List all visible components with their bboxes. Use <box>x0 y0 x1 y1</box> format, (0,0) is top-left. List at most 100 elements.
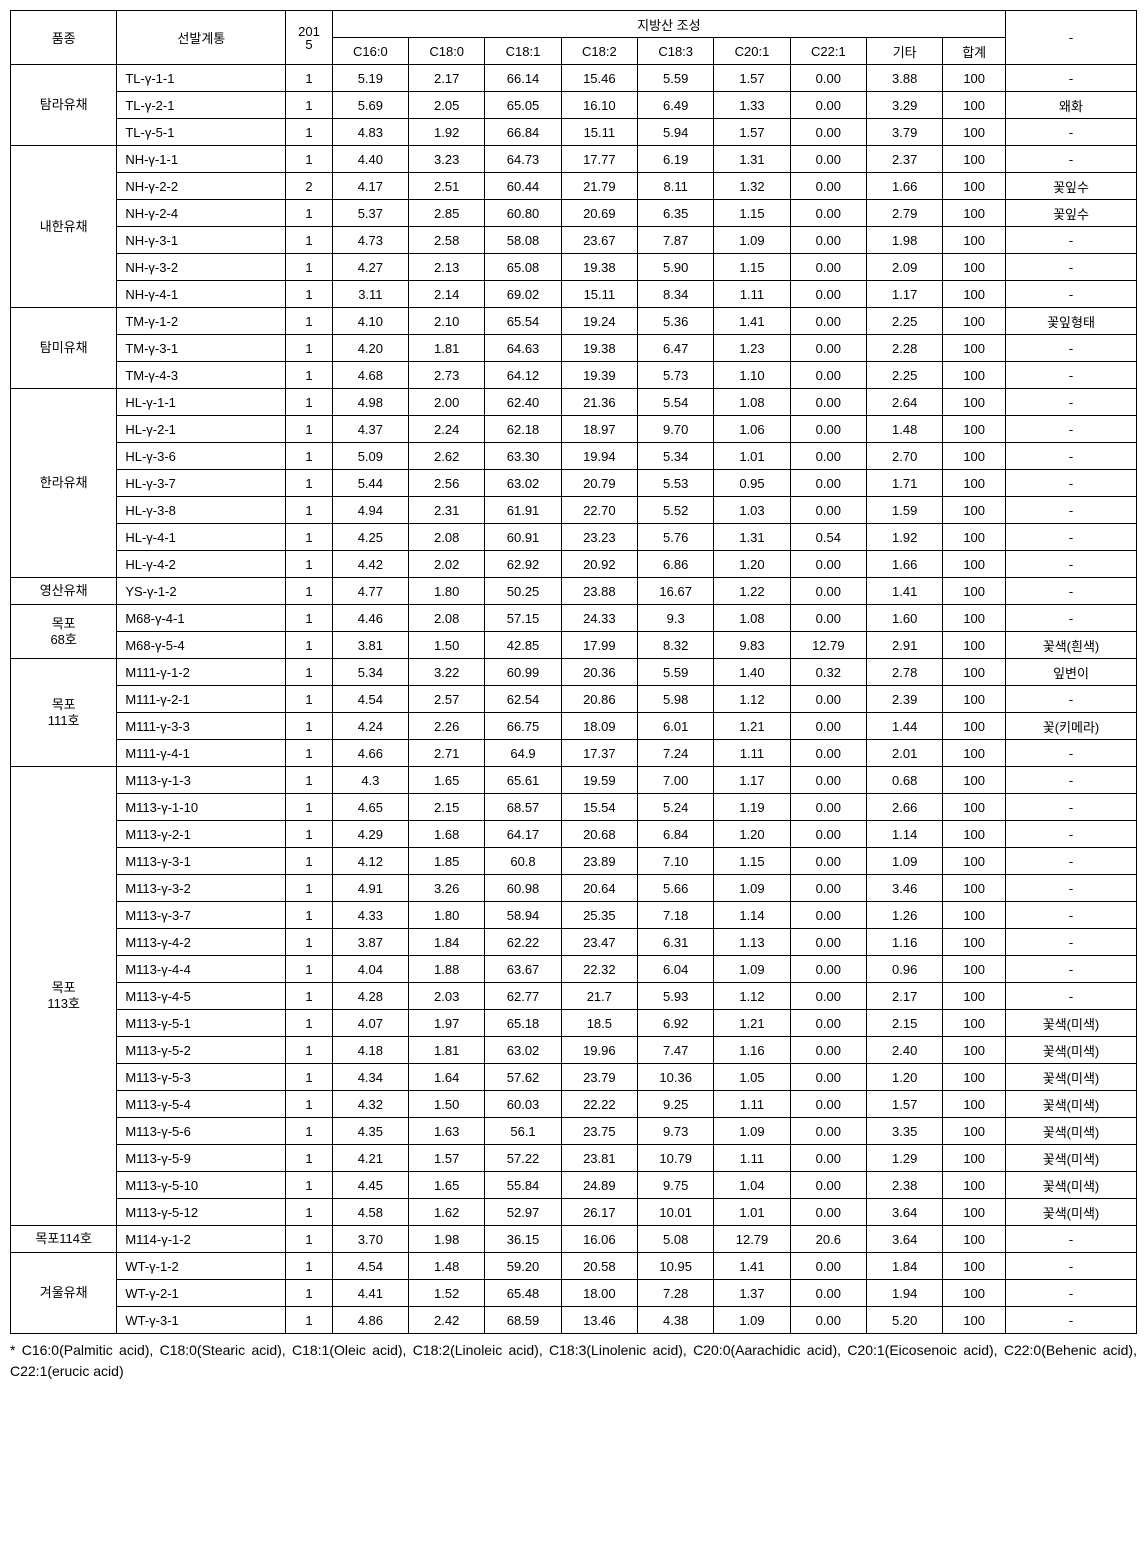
year-cell: 1 <box>286 308 332 335</box>
table-row: M113-γ-5-414.321.5060.0322.229.251.110.0… <box>11 1091 1137 1118</box>
value-cell: 1.09 <box>714 875 790 902</box>
note-cell: - <box>1006 551 1137 578</box>
value-cell: 59.20 <box>485 1253 561 1280</box>
hdr-fatty-3: C18:2 <box>561 38 637 65</box>
value-cell: 5.37 <box>332 200 408 227</box>
value-cell: 4.68 <box>332 362 408 389</box>
value-cell: 0.00 <box>790 443 866 470</box>
value-cell: 57.15 <box>485 605 561 632</box>
value-cell: 0.00 <box>790 1118 866 1145</box>
value-cell: 1.04 <box>714 1172 790 1199</box>
value-cell: 65.08 <box>485 254 561 281</box>
hdr-year: 2015 <box>286 11 332 65</box>
line-cell: TM-γ-3-1 <box>117 335 286 362</box>
value-cell: 0.00 <box>790 551 866 578</box>
value-cell: 6.01 <box>638 713 714 740</box>
table-row: NH-γ-2-224.172.5160.4421.798.111.320.001… <box>11 173 1137 200</box>
year-cell: 1 <box>286 254 332 281</box>
table-row: HL-γ-3-715.442.5663.0220.795.530.950.001… <box>11 470 1137 497</box>
hdr-line: 선발계통 <box>117 11 286 65</box>
footnote: * C16:0(Palmitic acid), C18:0(Stearic ac… <box>10 1340 1137 1382</box>
value-cell: 63.30 <box>485 443 561 470</box>
value-cell: 6.47 <box>638 335 714 362</box>
value-cell: 2.66 <box>867 794 943 821</box>
table-row: TM-γ-4-314.682.7364.1219.395.731.100.002… <box>11 362 1137 389</box>
value-cell: 5.54 <box>638 389 714 416</box>
line-cell: HL-γ-1-1 <box>117 389 286 416</box>
note-cell: - <box>1006 227 1137 254</box>
year-cell: 1 <box>286 605 332 632</box>
value-cell: 0.00 <box>790 578 866 605</box>
year-cell: 2 <box>286 173 332 200</box>
value-cell: 16.67 <box>638 578 714 605</box>
value-cell: 100 <box>943 929 1006 956</box>
value-cell: 63.02 <box>485 1037 561 1064</box>
value-cell: 26.17 <box>561 1199 637 1226</box>
value-cell: 0.68 <box>867 767 943 794</box>
value-cell: 4.17 <box>332 173 408 200</box>
note-cell: 꽃색(미색) <box>1006 1037 1137 1064</box>
value-cell: 0.00 <box>790 1172 866 1199</box>
value-cell: 2.13 <box>409 254 485 281</box>
value-cell: 57.22 <box>485 1145 561 1172</box>
note-cell: - <box>1006 1307 1137 1334</box>
value-cell: 4.65 <box>332 794 408 821</box>
value-cell: 100 <box>943 767 1006 794</box>
table-row: HL-γ-4-214.422.0262.9220.926.861.200.001… <box>11 551 1137 578</box>
value-cell: 16.10 <box>561 92 637 119</box>
value-cell: 1.14 <box>714 902 790 929</box>
note-cell: 꽃잎수 <box>1006 173 1137 200</box>
value-cell: 1.21 <box>714 713 790 740</box>
value-cell: 3.81 <box>332 632 408 659</box>
note-cell: - <box>1006 65 1137 92</box>
value-cell: 64.9 <box>485 740 561 767</box>
value-cell: 17.37 <box>561 740 637 767</box>
value-cell: 100 <box>943 416 1006 443</box>
line-cell: M113-γ-5-1 <box>117 1010 286 1037</box>
value-cell: 22.70 <box>561 497 637 524</box>
table-row: NH-γ-3-114.732.5858.0823.677.871.090.001… <box>11 227 1137 254</box>
value-cell: 66.84 <box>485 119 561 146</box>
note-cell: - <box>1006 146 1137 173</box>
note-cell: 꽃색(미색) <box>1006 1145 1137 1172</box>
value-cell: 100 <box>943 308 1006 335</box>
year-cell: 1 <box>286 146 332 173</box>
value-cell: 5.66 <box>638 875 714 902</box>
value-cell: 6.49 <box>638 92 714 119</box>
variety-cell: 목포114호 <box>11 1226 117 1253</box>
value-cell: 1.60 <box>867 605 943 632</box>
value-cell: 1.81 <box>409 335 485 362</box>
value-cell: 4.24 <box>332 713 408 740</box>
value-cell: 1.40 <box>714 659 790 686</box>
note-cell: 꽃색(미색) <box>1006 1064 1137 1091</box>
variety-cell: 겨울유채 <box>11 1253 117 1334</box>
value-cell: 5.93 <box>638 983 714 1010</box>
value-cell: 68.57 <box>485 794 561 821</box>
value-cell: 0.00 <box>790 956 866 983</box>
value-cell: 7.18 <box>638 902 714 929</box>
variety-cell: 한라유채 <box>11 389 117 578</box>
value-cell: 2.39 <box>867 686 943 713</box>
value-cell: 1.22 <box>714 578 790 605</box>
value-cell: 6.19 <box>638 146 714 173</box>
value-cell: 2.03 <box>409 983 485 1010</box>
value-cell: 2.10 <box>409 308 485 335</box>
value-cell: 0.00 <box>790 794 866 821</box>
value-cell: 5.24 <box>638 794 714 821</box>
value-cell: 1.57 <box>714 119 790 146</box>
value-cell: 100 <box>943 1118 1006 1145</box>
value-cell: 0.00 <box>790 1199 866 1226</box>
value-cell: 0.96 <box>867 956 943 983</box>
table-row: M111-γ-4-114.662.7164.917.377.241.110.00… <box>11 740 1137 767</box>
value-cell: 2.79 <box>867 200 943 227</box>
year-cell: 1 <box>286 119 332 146</box>
note-cell: - <box>1006 740 1137 767</box>
value-cell: 4.21 <box>332 1145 408 1172</box>
value-cell: 100 <box>943 497 1006 524</box>
value-cell: 1.98 <box>867 227 943 254</box>
table-row: TL-γ-5-114.831.9266.8415.115.941.570.003… <box>11 119 1137 146</box>
value-cell: 3.35 <box>867 1118 943 1145</box>
year-cell: 1 <box>286 1307 332 1334</box>
value-cell: 1.23 <box>714 335 790 362</box>
value-cell: 5.76 <box>638 524 714 551</box>
